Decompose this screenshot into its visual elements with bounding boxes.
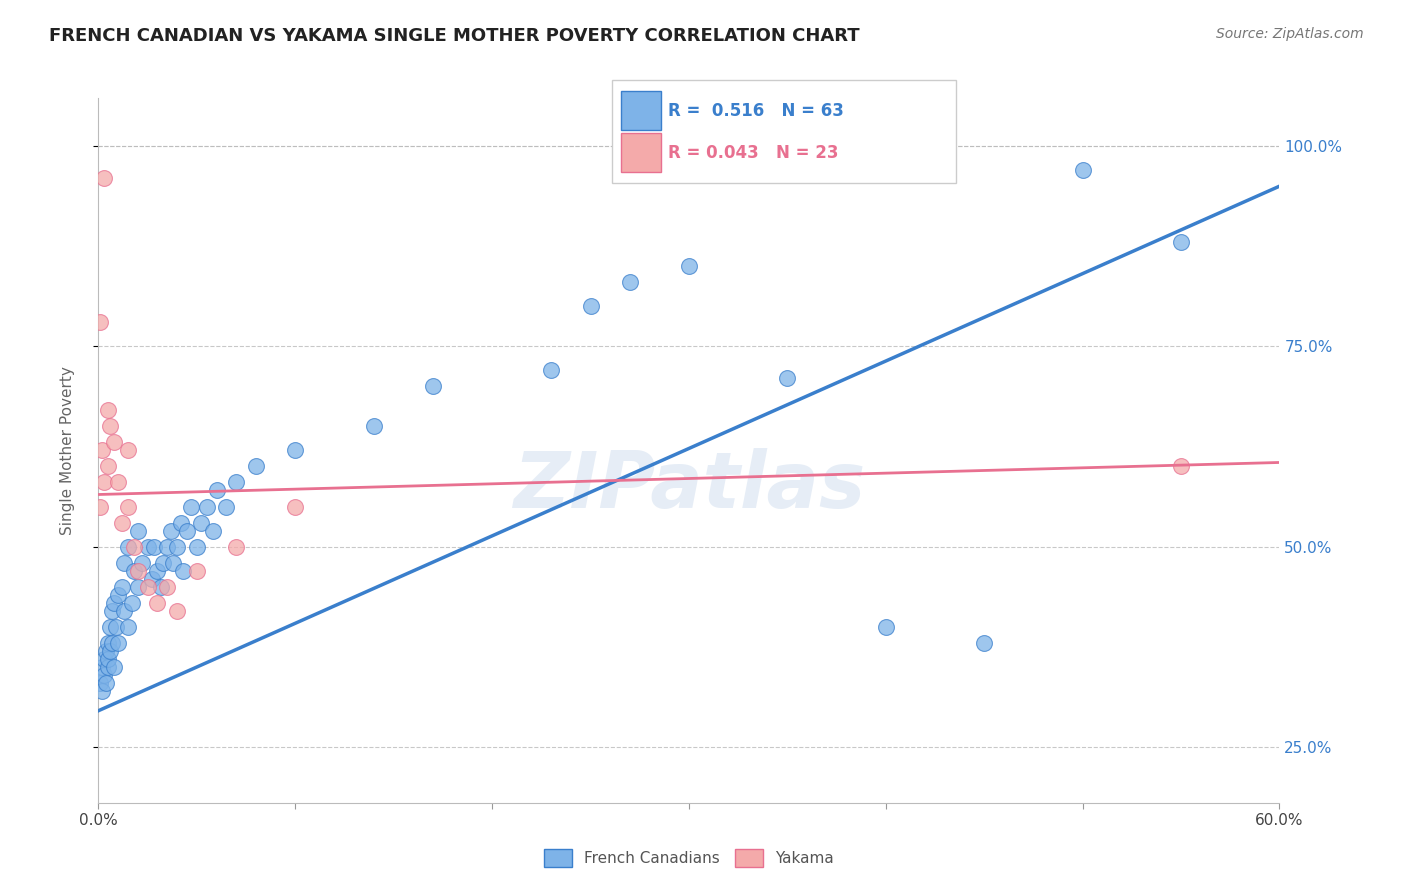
- Point: [103, 435, 125, 450]
- Point: [117, 443, 139, 458]
- Point: [93, 475, 115, 490]
- Point: [112, 604, 135, 618]
- Point: [107, 475, 129, 490]
- Point: [540, 363, 562, 377]
- Point: [127, 564, 149, 578]
- Point: [89, 315, 111, 329]
- Point: [146, 564, 169, 578]
- Point: [284, 443, 307, 458]
- Point: [136, 540, 159, 554]
- Point: [91, 443, 114, 458]
- Point: [619, 275, 641, 289]
- Point: [101, 604, 124, 618]
- Point: [121, 596, 143, 610]
- Point: [422, 379, 444, 393]
- Point: [180, 500, 202, 514]
- Point: [1170, 459, 1192, 474]
- Point: [91, 659, 114, 673]
- Point: [122, 564, 145, 578]
- Point: [160, 524, 183, 538]
- Point: [136, 580, 159, 594]
- Point: [186, 540, 208, 554]
- Point: [195, 500, 218, 514]
- Legend: French Canadians, Yakama: French Canadians, Yakama: [538, 843, 839, 872]
- Point: [96, 643, 118, 657]
- Point: [93, 651, 115, 665]
- Point: [93, 171, 115, 186]
- Point: [103, 659, 125, 673]
- Y-axis label: Single Mother Poverty: Single Mother Poverty: [60, 366, 75, 535]
- Point: [101, 635, 124, 649]
- Point: [93, 667, 115, 681]
- Point: [156, 580, 179, 594]
- Text: ZIPatlas: ZIPatlas: [513, 448, 865, 524]
- Point: [127, 580, 149, 594]
- Point: [117, 500, 139, 514]
- Point: [107, 588, 129, 602]
- Point: [150, 580, 173, 594]
- Point: [186, 564, 208, 578]
- Point: [97, 659, 120, 673]
- Point: [96, 675, 118, 690]
- Point: [89, 500, 111, 514]
- Point: [363, 419, 385, 434]
- Point: [201, 524, 224, 538]
- Point: [107, 635, 129, 649]
- Point: [111, 580, 134, 594]
- Point: [1071, 163, 1094, 178]
- Point: [776, 371, 799, 385]
- Point: [89, 675, 111, 690]
- Point: [98, 643, 121, 657]
- Point: [170, 516, 193, 530]
- Point: [141, 572, 163, 586]
- Point: [973, 635, 995, 649]
- Text: Source: ZipAtlas.com: Source: ZipAtlas.com: [1216, 27, 1364, 41]
- Point: [225, 540, 247, 554]
- Point: [579, 299, 602, 313]
- Point: [127, 524, 149, 538]
- Point: [245, 459, 267, 474]
- Point: [105, 619, 128, 633]
- Point: [1170, 235, 1192, 250]
- Point: [678, 260, 700, 274]
- Text: R =  0.516   N = 63: R = 0.516 N = 63: [668, 102, 844, 120]
- Point: [117, 540, 139, 554]
- Point: [152, 556, 174, 570]
- Point: [111, 516, 134, 530]
- Point: [172, 564, 194, 578]
- Point: [176, 524, 198, 538]
- Text: FRENCH CANADIAN VS YAKAMA SINGLE MOTHER POVERTY CORRELATION CHART: FRENCH CANADIAN VS YAKAMA SINGLE MOTHER …: [49, 27, 860, 45]
- Point: [98, 619, 121, 633]
- Point: [91, 683, 114, 698]
- Point: [190, 516, 212, 530]
- Point: [97, 459, 120, 474]
- Point: [225, 475, 247, 490]
- Point: [284, 500, 307, 514]
- Point: [166, 540, 188, 554]
- Point: [117, 619, 139, 633]
- Point: [142, 540, 165, 554]
- Point: [156, 540, 179, 554]
- Point: [122, 540, 145, 554]
- Text: R = 0.043   N = 23: R = 0.043 N = 23: [668, 144, 838, 161]
- Point: [166, 604, 188, 618]
- Point: [205, 483, 228, 498]
- Point: [215, 500, 238, 514]
- Point: [103, 596, 125, 610]
- Point: [131, 556, 153, 570]
- Point: [146, 596, 169, 610]
- Point: [98, 419, 121, 434]
- Point: [875, 619, 897, 633]
- Point: [162, 556, 184, 570]
- Point: [112, 556, 135, 570]
- Point: [97, 635, 120, 649]
- Point: [97, 403, 120, 417]
- Point: [97, 651, 120, 665]
